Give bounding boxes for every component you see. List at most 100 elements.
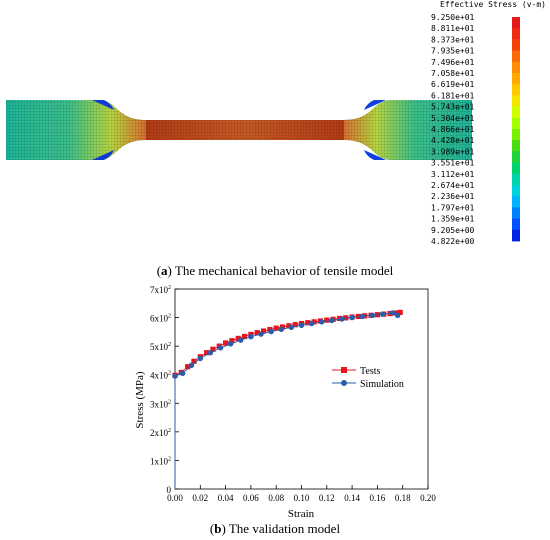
data-point-simulation [248, 334, 254, 340]
data-point-simulation [359, 313, 365, 320]
y-tick-label: 5x102 [150, 342, 171, 352]
legend-color-swatch [512, 28, 520, 40]
x-tick-label: 0.14 [344, 493, 360, 503]
data-point-simulation [308, 320, 315, 327]
data-point-tests [343, 315, 349, 321]
caption-b: (b) The validation model [210, 521, 341, 536]
data-point-tests [241, 333, 248, 340]
data-point-simulation [197, 355, 203, 362]
legend-value-label: 3.112e+01 [431, 170, 475, 179]
x-tick-label: 0.18 [395, 493, 411, 503]
legend-value-label: 5.743e+01 [431, 103, 475, 112]
data-point-tests [235, 335, 241, 342]
data-point-tests [223, 340, 229, 346]
legend-color-swatch [512, 185, 520, 197]
x-tick-label: 0.12 [319, 493, 335, 503]
legend-color-swatch [512, 39, 520, 51]
legend-color-swatch [512, 218, 520, 231]
x-axis-ticks: 0.00 0.02 0.04 0.06 0.08 0.10 0.12 0.14 0.16 0.18… [167, 485, 436, 503]
data-point-simulation [258, 331, 264, 337]
tensile-specimen-contour [6, 100, 472, 160]
data-point-simulation [329, 317, 335, 324]
legend-value-label: 9.205e+00 [431, 226, 475, 235]
data-point-simulation [339, 316, 345, 322]
legend-simulation-marker [341, 380, 347, 386]
caption-a-text: The mechanical behavior of tensile model [172, 263, 394, 278]
stress-legend-title: Effective Stress (v-m) [440, 0, 546, 9]
legend-value-label: 7.935e+01 [431, 47, 475, 56]
legend-color-swatch [512, 117, 520, 130]
data-point-simulation [172, 373, 178, 379]
legend-simulation-label: Simulation [360, 379, 404, 390]
legend-color-swatch [512, 151, 520, 163]
legend-color-swatch [512, 84, 520, 96]
data-point-simulation [238, 337, 244, 343]
data-point-tests [324, 317, 330, 323]
y-tick-label: 4x102 [150, 371, 171, 381]
legend-color-swatch [512, 162, 520, 175]
data-point-simulation [188, 362, 195, 368]
x-tick-label: 0.00 [167, 493, 183, 503]
data-point-tests [254, 330, 260, 336]
data-point-simulation [207, 350, 214, 356]
caption-a-label: a [161, 263, 168, 278]
data-point-tests [311, 319, 317, 325]
legend-value-label: 3.551e+01 [431, 159, 475, 168]
legend-value-label: 1.797e+01 [431, 203, 475, 212]
series-layer [172, 309, 403, 489]
data-point-simulation [389, 310, 396, 316]
legend-value-label: 1.359e+01 [431, 215, 475, 224]
y-axis-ticks: 0 1x102 2x102 3x102 4x102 5x102 6x102 7x102 [150, 285, 179, 495]
x-tick-label: 0.20 [420, 493, 436, 503]
x-tick-label: 0.06 [243, 493, 259, 503]
stress-legend: 9.250e+01 8.811e+01 8.373e+01 7.935e+01 7.49… [431, 13, 520, 246]
legend-color-swatch [512, 129, 520, 141]
legend-color-swatch [512, 17, 520, 29]
data-point-tests [204, 350, 210, 356]
legend-color-swatch [512, 106, 520, 119]
corner-low-stress-br [364, 150, 386, 160]
x-tick-label: 0.10 [294, 493, 310, 503]
data-point-simulation [379, 311, 386, 317]
data-point-tests [191, 358, 197, 364]
legend-value-label: 6.181e+01 [431, 91, 475, 100]
data-point-tests [185, 364, 191, 370]
x-tick-label: 0.04 [218, 493, 234, 503]
legend-value-label: 4.428e+01 [431, 136, 475, 145]
y-tick-label: 2x102 [150, 428, 171, 438]
legend-value-label: 4.822e+00 [431, 237, 475, 246]
series-line-simulation [174, 312, 398, 489]
data-point-simulation [298, 322, 305, 328]
data-point-simulation [369, 312, 376, 318]
legend-value-label: 8.373e+01 [431, 35, 475, 44]
series-line-tests [174, 311, 401, 489]
legend-value-label: 8.811e+01 [431, 24, 475, 33]
legend-value-label: 9.250e+01 [431, 13, 475, 22]
data-point-tests [292, 322, 298, 328]
legend-value-label: 7.058e+01 [431, 69, 475, 78]
chart-legend: Tests Simulation [332, 366, 404, 390]
x-axis-label: Strain [288, 508, 315, 520]
y-tick-label: 1x102 [150, 456, 171, 466]
specimen-mesh [6, 100, 472, 160]
x-tick-label: 0.16 [370, 493, 386, 503]
corner-low-stress-tr [364, 100, 386, 110]
caption-b-text: The validation model [226, 521, 341, 536]
legend-value-label: 5.304e+01 [431, 114, 475, 123]
data-point-tests [229, 338, 235, 344]
legend-color-swatch [512, 95, 520, 107]
legend-color-swatch [512, 61, 520, 74]
y-tick-label: 3x102 [150, 399, 171, 409]
data-point-simulation [227, 341, 234, 347]
caption-a: (a) The mechanical behavior of tensile m… [157, 263, 394, 278]
data-point-simulation [394, 312, 401, 318]
data-point-tests [210, 346, 216, 352]
legend-value-label: 2.674e+01 [431, 181, 475, 190]
data-point-tests [286, 323, 292, 329]
legend-color-swatch [512, 229, 520, 242]
legend-tests-label: Tests [360, 366, 381, 377]
data-point-simulation [349, 314, 355, 321]
legend-color-swatch [512, 50, 520, 63]
legend-value-label: 2.236e+01 [431, 192, 475, 201]
